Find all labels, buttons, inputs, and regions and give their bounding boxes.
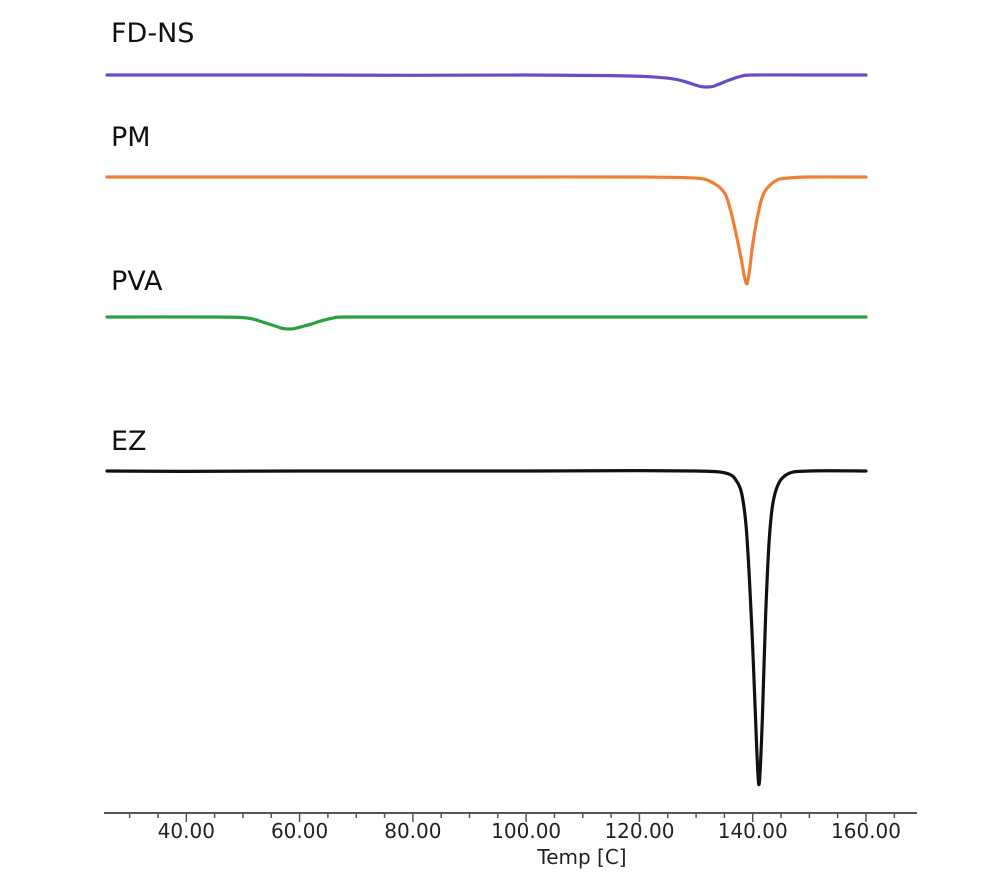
x-axis: 40.00 60.00 80.00 100.00 120.00 140.00 160.00 … — [104, 812, 917, 869]
series-line-pva — [105, 315, 868, 331]
series-label-pm: PM — [111, 122, 151, 153]
x-tick-label: 60.00 — [271, 819, 328, 843]
series-line-pm — [105, 175, 868, 286]
x-tick-label: 160.00 — [831, 819, 901, 843]
series-label-pva: PVA — [111, 266, 163, 297]
x-tick-label: 120.00 — [604, 819, 674, 843]
series-line-ez — [105, 469, 868, 787]
series-label-fd-ns: FD-NS — [111, 18, 194, 49]
series-labels: FD-NS PM PVA EZ — [111, 18, 194, 457]
x-axis-ticks: 40.00 60.00 80.00 100.00 120.00 140.00 160.00 — [128, 813, 901, 843]
series-label-ez: EZ — [111, 426, 147, 457]
series-layer — [105, 73, 868, 787]
x-tick-label: 80.00 — [384, 819, 441, 843]
x-tick-label: 40.00 — [158, 819, 215, 843]
series-line-fd-ns — [105, 73, 868, 89]
x-tick-label: 140.00 — [718, 819, 788, 843]
x-axis-title: Temp [C] — [536, 845, 626, 869]
x-tick-label: 100.00 — [491, 819, 561, 843]
